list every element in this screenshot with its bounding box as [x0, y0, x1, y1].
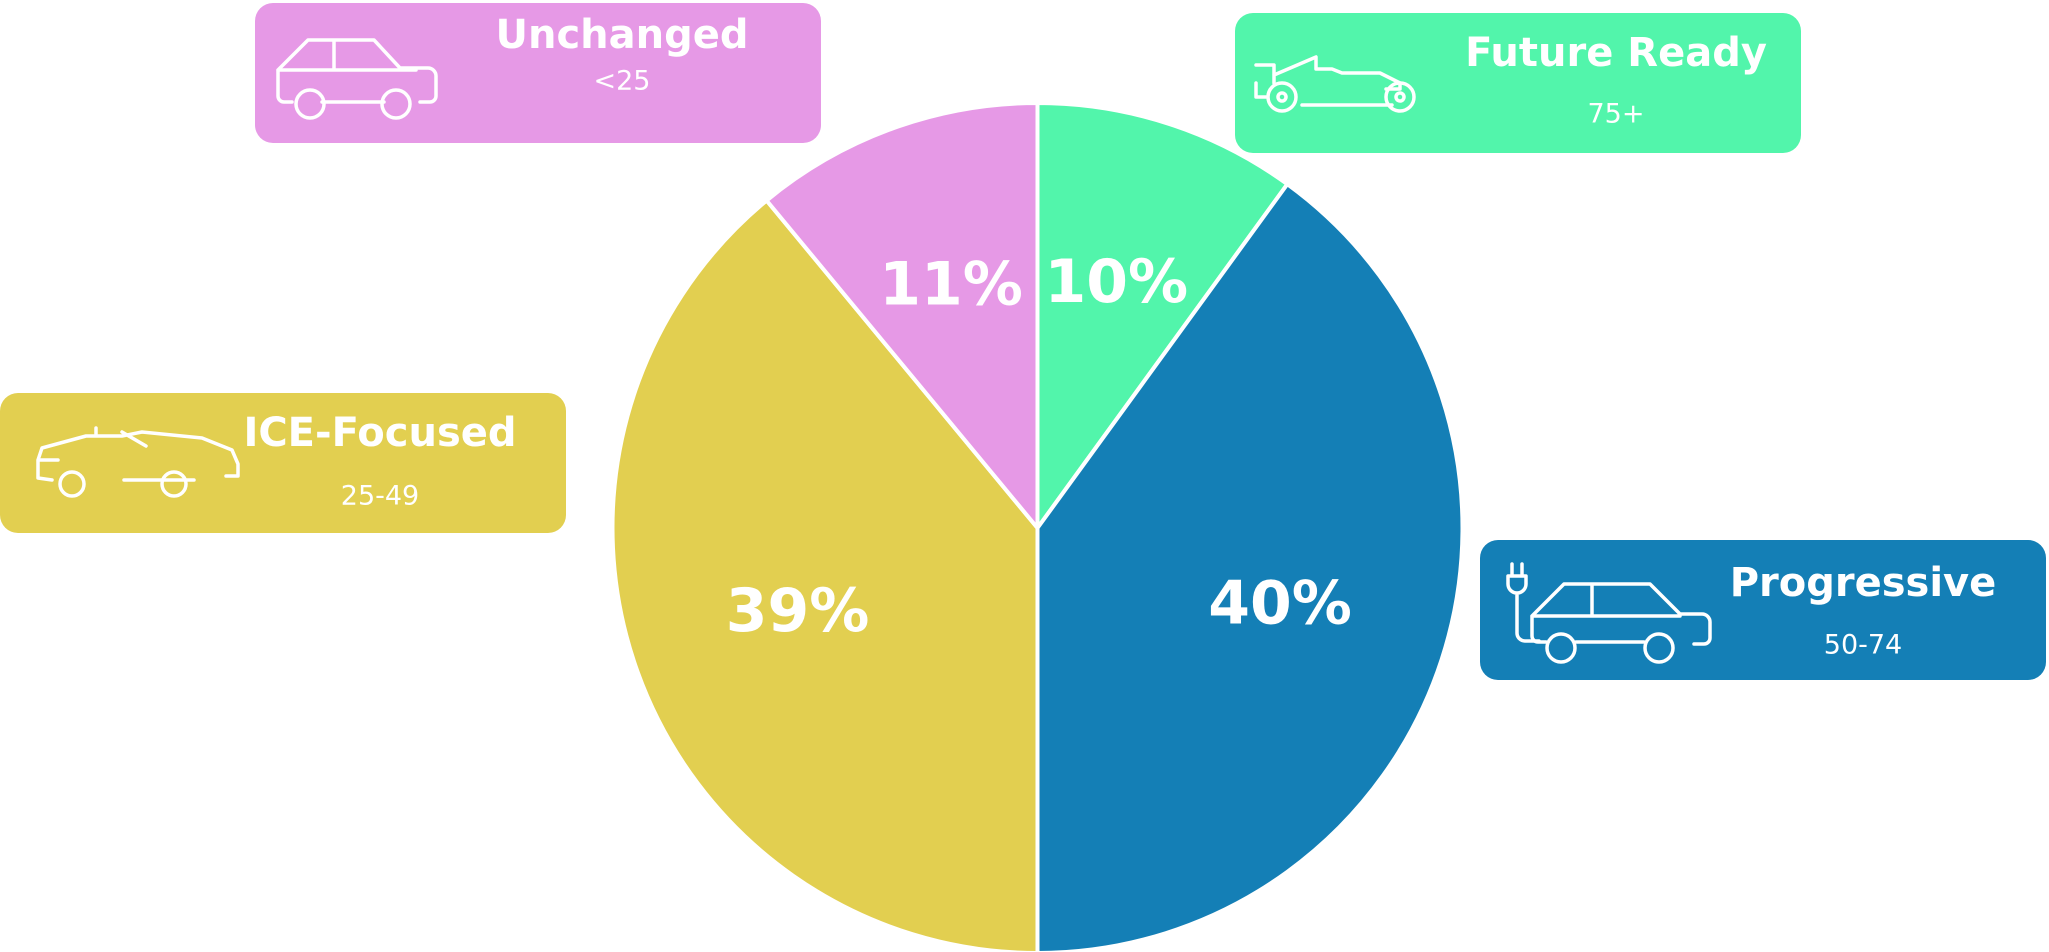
legend-box — [1480, 540, 2046, 680]
legend-range: <25 — [594, 66, 651, 97]
pie-slice — [1035, 181, 1465, 952]
legend-name: Progressive — [1730, 560, 1997, 606]
legend-box — [255, 3, 821, 143]
slice-label: 39% — [726, 576, 870, 646]
legend-name: ICE-Focused — [243, 410, 516, 456]
pie: 10% 40% 39% 11% — [610, 100, 1465, 952]
icon-ev — [1506, 562, 1712, 664]
slice-label: 40% — [1208, 568, 1352, 638]
icon-hatchback — [276, 38, 438, 120]
icon-convertible — [36, 426, 240, 498]
legend-name: Unchanged — [495, 12, 748, 58]
legend-box — [1235, 13, 1801, 153]
legend: Future Ready 75+ Progressive 50-74 ICE-Focus… — [0, 3, 2046, 680]
legend-range: 25-49 — [341, 481, 419, 512]
legend-range: 75+ — [1588, 99, 1645, 130]
slice-label: 11% — [879, 250, 1023, 320]
legend-range: 50-74 — [1824, 630, 1902, 661]
pie-slice — [763, 100, 1040, 534]
legend-name: Future Ready — [1465, 30, 1767, 76]
icons — [36, 38, 1712, 664]
legend-box — [0, 393, 566, 533]
slice-label: 10% — [1044, 247, 1188, 317]
pie-slice — [610, 197, 1040, 952]
icon-race-car — [1254, 55, 1416, 113]
pie-slice — [1035, 100, 1291, 535]
